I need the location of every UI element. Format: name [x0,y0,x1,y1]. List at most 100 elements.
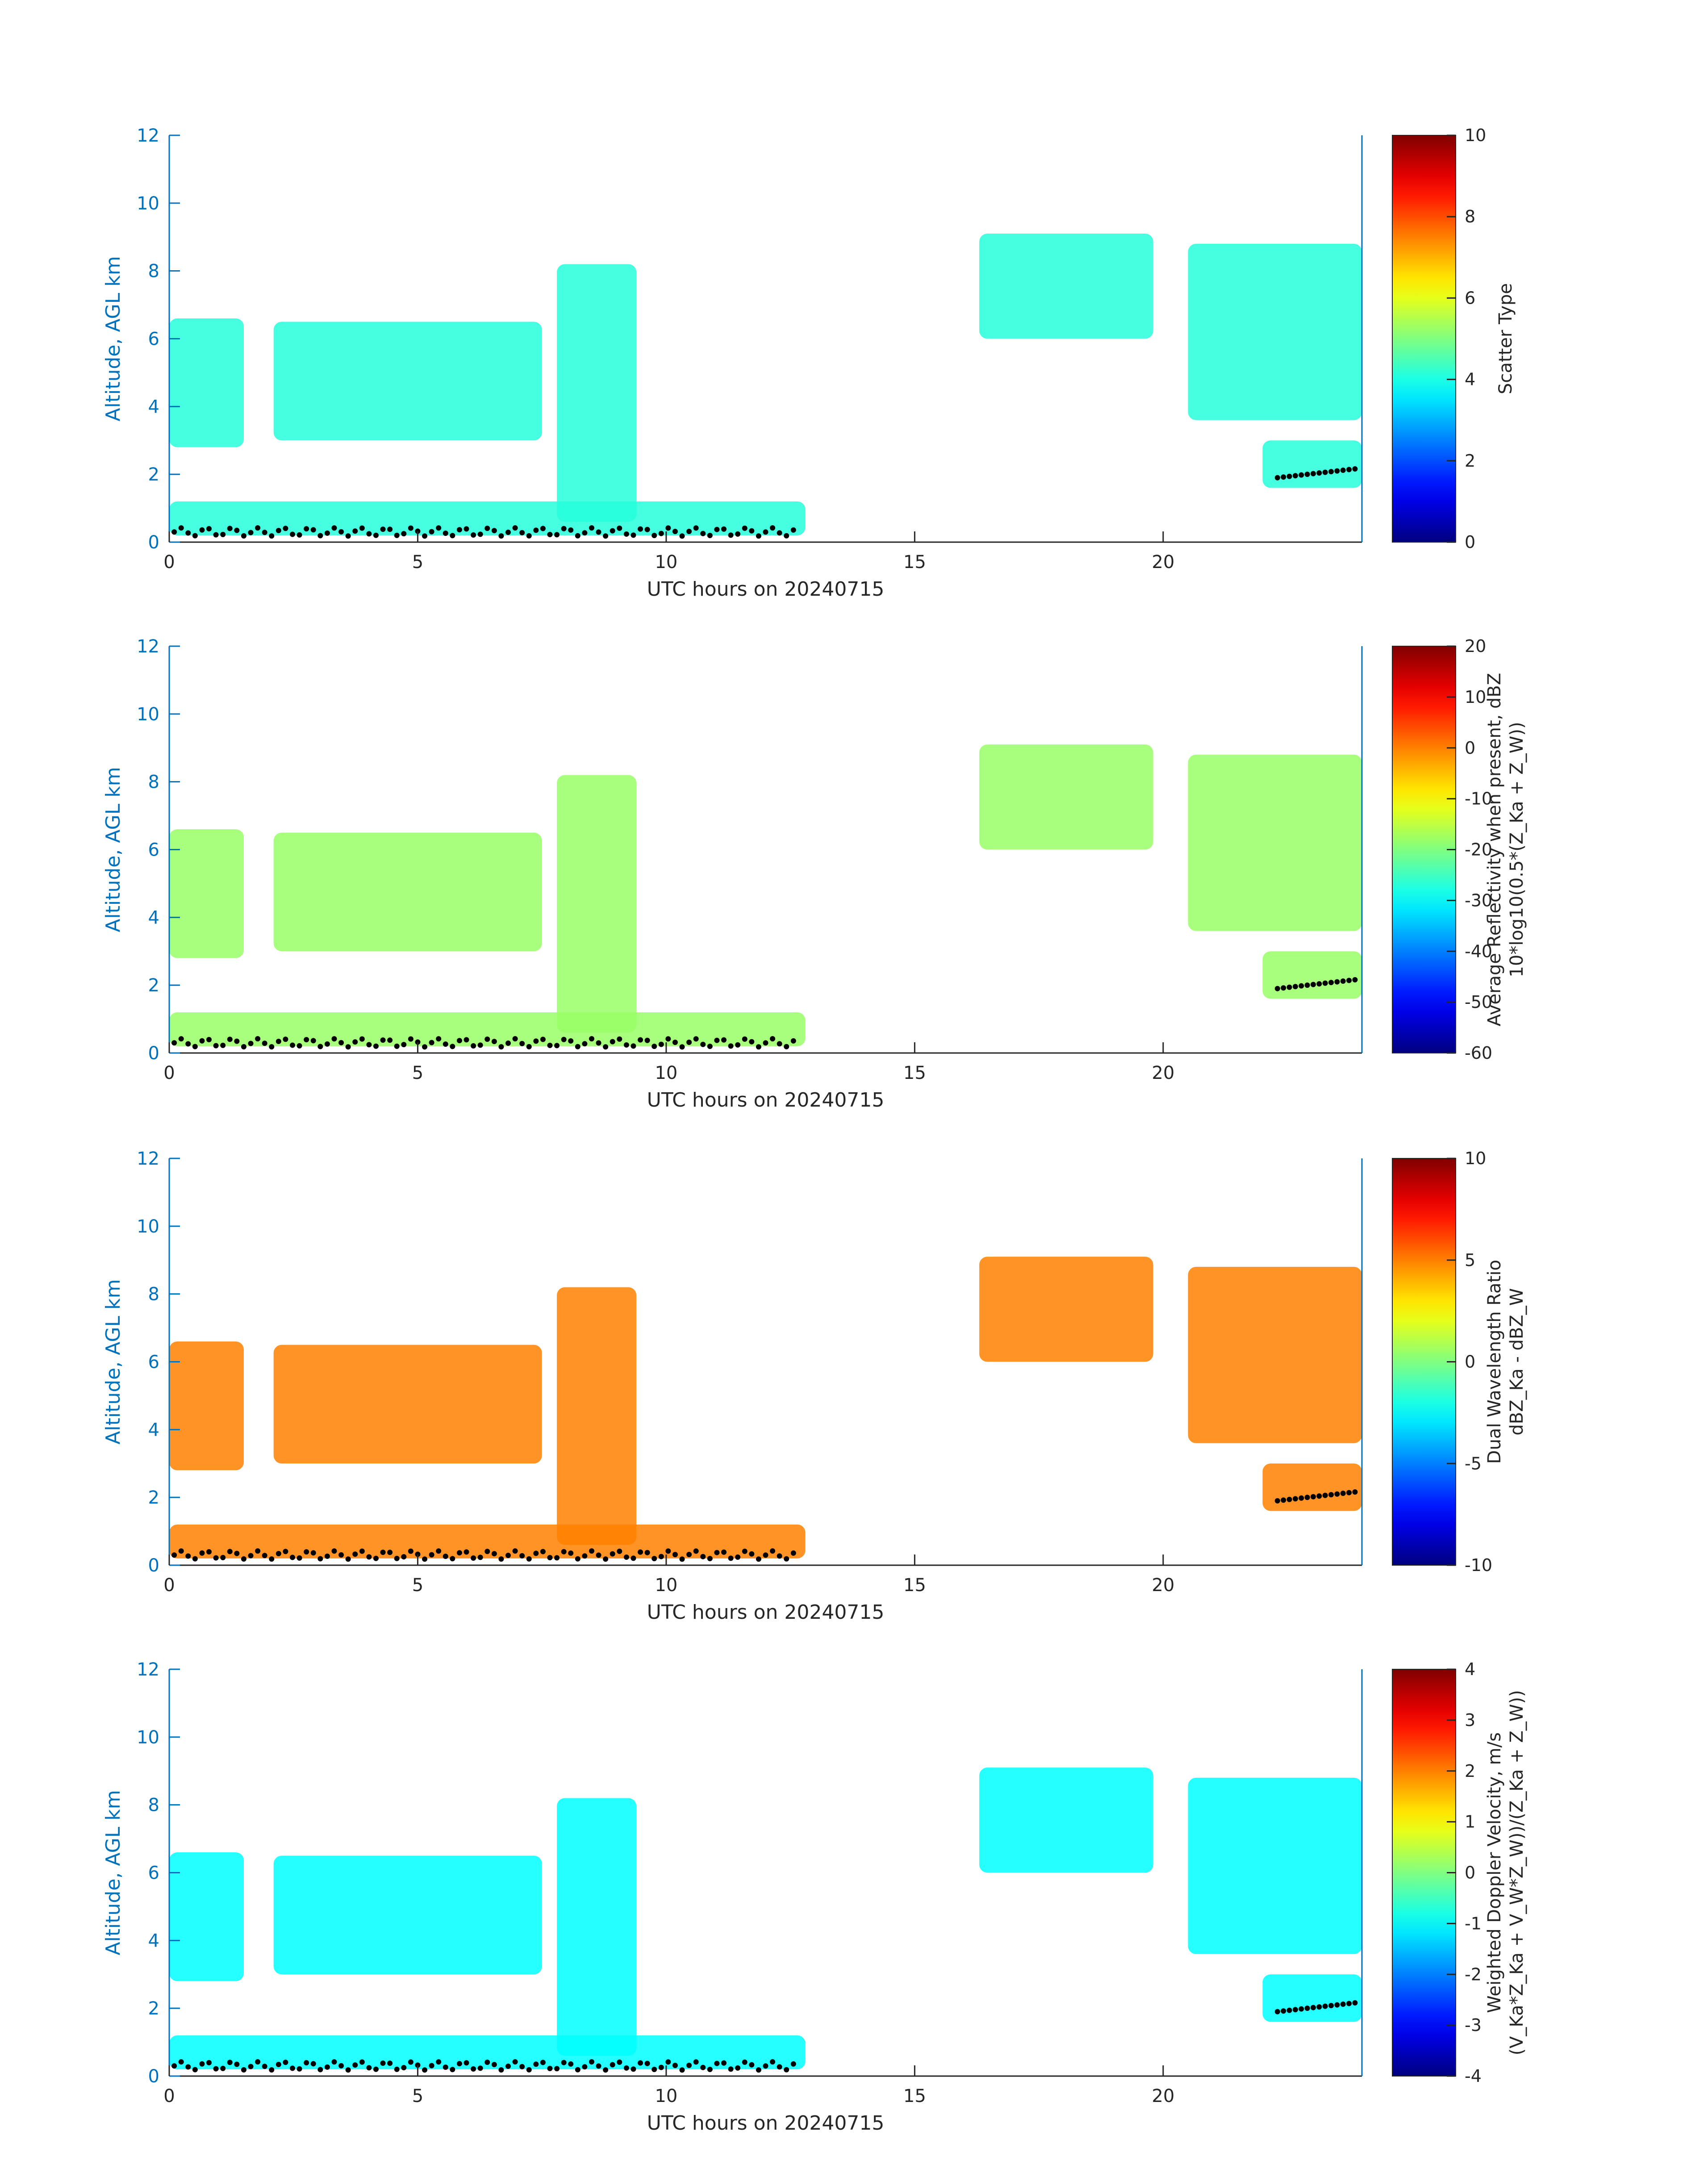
cloud-base-point [540,1549,546,1554]
x-tick-label: 15 [903,552,926,572]
cloud-base-point [547,1043,553,1049]
cloud-base-point [749,2062,755,2068]
cloud-base-point [255,1036,261,1042]
cloud-base-point [1274,1498,1280,1504]
cloud-base-point [178,2059,184,2065]
cloud-base-point [310,2061,316,2067]
cloud-base-point [721,1549,727,1555]
cloud-base-point [596,2063,601,2069]
cloud-base-point [658,1554,664,1559]
echo-region-midlevel-cloud-a [169,829,244,958]
y-tick-label: 4 [148,1930,159,1951]
cloud-base-point [756,1556,761,1562]
cloud-base-point [436,1036,442,1042]
cloud-base-point [1334,1491,1340,1497]
cloud-base-point [547,532,553,538]
cloud-base-point [575,2067,580,2073]
cloud-base-point [234,527,240,533]
cloud-base-point [199,1038,205,1044]
cloud-base-point [464,526,469,532]
cloud-base-point [213,1043,219,1049]
cloud-base-point [192,533,198,539]
cloud-base-point [714,1037,720,1043]
cloud-base-point [749,528,755,534]
cloud-base-point [651,1556,657,1562]
y-tick-label: 4 [148,397,159,417]
cloud-base-point [623,531,629,537]
cloud-base-point [429,529,434,535]
echo-region-boundary-layer [169,1012,806,1046]
cloud-base-point [533,1550,539,1556]
cloud-base-point [1352,1489,1358,1495]
cloud-base-point [450,2067,455,2073]
cloud-base-point [477,1554,483,1560]
colorbar-tick-label: 4 [1465,370,1475,389]
cloud-base-point [763,1040,768,1046]
cloud-base-point [234,1550,240,1556]
cloud-base-point [366,2065,372,2071]
cloud-base-point [519,2064,525,2069]
cloud-base-point [575,1556,580,1562]
echo-region-midlevel-cloud-a [169,318,244,447]
cloud-base-point [429,1040,434,1045]
cloud-base-point [262,530,267,535]
cloud-base-point [471,532,476,538]
echo-region-low-cloud-c [1262,951,1362,999]
cloud-base-point [589,525,594,531]
cloud-base-point [1304,472,1310,477]
echo-region-high-cloud-b [1188,754,1362,931]
cloud-base-point [728,1555,734,1561]
cloud-base-point [345,533,351,539]
cloud-base-point [582,1041,588,1047]
cloud-base-point [519,1040,525,1046]
cloud-base-point [220,1042,226,1048]
cloud-base-point [310,1550,316,1556]
cloud-base-point [178,1036,184,1042]
cloud-base-point [331,1548,337,1554]
cloud-base-point [603,1556,609,1562]
cloud-base-point [735,2065,741,2071]
cloud-base-point [784,1044,789,1049]
cloud-base-point [498,1044,504,1050]
cloud-base-point [422,1044,428,1050]
cloud-base-point [540,2060,546,2065]
cloud-base-point [617,1036,622,1042]
cloud-base-point [749,1039,755,1045]
cloud-base-point [610,1551,615,1557]
cloud-base-point [1274,986,1280,991]
colorbar-tick-label: 10 [1465,1149,1486,1168]
cloud-base-point [373,2066,379,2072]
cloud-base-point [596,1552,601,1558]
cloud-base-point [1299,983,1304,989]
colorbar-tick-label: 5 [1465,1250,1475,1270]
cloud-base-point [366,1554,372,1560]
y-tick-label: 12 [137,1659,159,1680]
echo-region-boundary-layer [169,1524,806,1559]
colorbar-tick-label: 10 [1465,125,1486,145]
cloud-base-point [770,1036,776,1042]
cloud-base-point [338,2063,344,2068]
cloud-base-point [296,2066,302,2072]
cloud-base-point [324,2064,330,2070]
cloud-base-point [366,531,372,537]
cloud-base-point [171,2063,177,2069]
cloud-base-point [575,533,580,539]
y-tick-label: 0 [148,1555,159,1576]
cloud-base-point [394,1043,400,1049]
colorbar-tick-label: 2 [1465,451,1475,471]
cloud-base-point [672,1552,678,1558]
x-tick-label: 20 [1152,1063,1174,1083]
cloud-base-point [491,2062,497,2068]
cloud-base-point [213,2066,219,2072]
cloud-base-point [310,527,316,533]
y-tick-label: 10 [137,704,159,725]
cloud-base-point [589,1548,594,1554]
cloud-base-point [721,1037,727,1043]
cloud-base-point [192,1556,198,1562]
cloud-base-point [1334,468,1340,474]
colorbar-tick-label: -1 [1465,1914,1482,1933]
cloud-base-point [644,1037,650,1043]
cloud-base-point [206,526,212,531]
cloud-base-point [471,1043,476,1049]
